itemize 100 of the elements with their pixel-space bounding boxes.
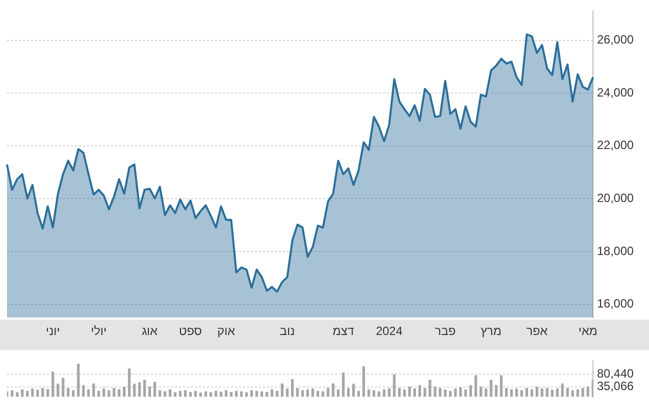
- bar: [87, 389, 90, 397]
- y-tick-label: 16,000: [597, 296, 634, 311]
- bar: [494, 385, 498, 397]
- bar: [352, 384, 355, 397]
- bar: [490, 380, 492, 397]
- bar: [245, 392, 248, 397]
- bar: [194, 390, 197, 397]
- y-tick-label: 20,000: [597, 191, 634, 206]
- bar: [122, 386, 126, 397]
- bar: [322, 391, 324, 397]
- x-tick-label: 2024: [376, 324, 403, 338]
- bar: [301, 390, 304, 397]
- bar: [413, 388, 416, 397]
- bar: [510, 389, 513, 397]
- bar: [586, 386, 590, 397]
- bar: [66, 388, 70, 397]
- bar: [342, 372, 345, 397]
- bar: [291, 378, 294, 397]
- bar: [500, 375, 503, 397]
- bar: [362, 366, 366, 397]
- bar: [525, 388, 528, 397]
- bar: [561, 383, 564, 397]
- bar: [347, 388, 350, 397]
- bar: [276, 390, 278, 397]
- bar: [112, 388, 116, 397]
- bar: [505, 388, 508, 397]
- bar: [286, 388, 289, 397]
- x-tick-label: מרץ: [480, 324, 502, 338]
- x-tick-label: יוני: [46, 324, 60, 338]
- bar: [280, 383, 284, 397]
- bar: [556, 388, 559, 397]
- bar: [424, 388, 426, 397]
- bar: [326, 388, 330, 397]
- bar: [311, 388, 314, 397]
- x-tick-label: אפר: [526, 324, 548, 338]
- bar: [220, 392, 222, 397]
- bar: [174, 392, 176, 397]
- bar: [214, 390, 218, 397]
- bar: [168, 389, 172, 397]
- bar: [164, 391, 166, 397]
- x-tick-label: אוק: [217, 324, 236, 338]
- bar: [52, 372, 54, 397]
- x-tick-label: דצמ: [332, 324, 354, 338]
- bar: [403, 389, 406, 397]
- y-tick-label: 18,000: [597, 244, 634, 258]
- x-tick-label: יולי: [90, 324, 107, 338]
- y-tick-label: 80,440: [597, 366, 634, 380]
- bar: [36, 390, 39, 397]
- x-tick-label: מאי: [578, 324, 598, 338]
- bar: [550, 390, 554, 397]
- bar: [536, 386, 538, 397]
- y-tick-label: 22,000: [597, 138, 634, 152]
- bar: [133, 384, 136, 397]
- bar: [46, 389, 50, 397]
- bar: [515, 388, 518, 397]
- bar: [31, 388, 34, 397]
- bar: [438, 388, 442, 397]
- bar: [546, 388, 548, 397]
- bar: [77, 364, 80, 397]
- bar: [540, 388, 544, 397]
- bar: [102, 388, 106, 397]
- bar: [408, 386, 411, 397]
- bar: [581, 388, 584, 397]
- bar: [428, 380, 432, 397]
- bar: [378, 391, 380, 397]
- y-tick-label: 35,066: [597, 379, 634, 394]
- bar: [566, 388, 569, 397]
- bar: [474, 375, 478, 397]
- bar: [209, 392, 212, 397]
- bar: [41, 388, 44, 397]
- bar: [16, 392, 19, 397]
- bar: [296, 388, 299, 397]
- x-tick-label: נוב: [280, 324, 295, 338]
- bar: [480, 386, 482, 397]
- x-tick-label: ספט: [178, 324, 202, 338]
- bar: [332, 383, 334, 397]
- bar: [484, 388, 488, 397]
- bar: [454, 388, 457, 397]
- bar: [153, 382, 156, 397]
- bar: [128, 368, 131, 397]
- bar: [418, 385, 422, 397]
- bar: [148, 386, 152, 397]
- bar: [270, 389, 274, 397]
- bar: [459, 387, 462, 397]
- bar: [62, 378, 64, 397]
- bar: [469, 385, 472, 397]
- bar: [388, 388, 391, 397]
- bar: [82, 385, 85, 397]
- bar: [382, 389, 386, 397]
- x-tick-label: אוג: [142, 324, 158, 338]
- bar: [143, 380, 146, 397]
- bar: [392, 374, 396, 397]
- bar: [398, 388, 401, 397]
- bar: [189, 392, 192, 397]
- bar: [434, 386, 436, 397]
- bar: [138, 382, 141, 397]
- bar: [92, 383, 95, 397]
- x-tick-label: פבר: [434, 324, 456, 338]
- y-tick-label: 26,000: [597, 32, 634, 47]
- bar: [56, 384, 60, 397]
